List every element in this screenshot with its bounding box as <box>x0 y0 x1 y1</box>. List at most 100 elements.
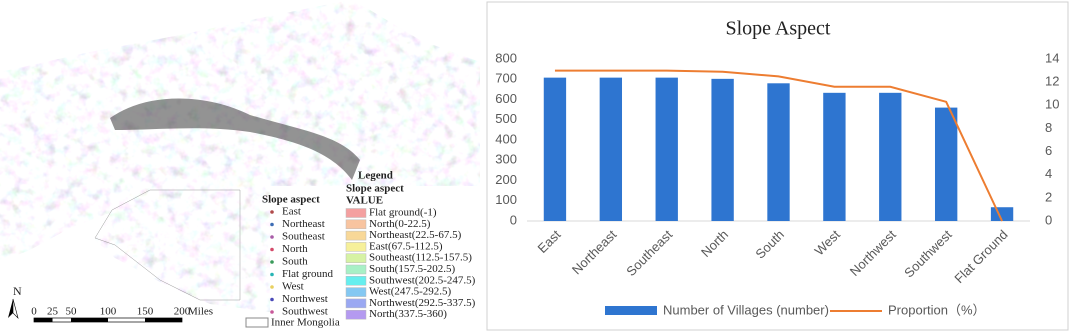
raster-swatch <box>345 309 367 320</box>
y2-tick-label: 14 <box>1045 50 1059 65</box>
raster-swatch <box>345 242 367 252</box>
bar <box>823 92 846 221</box>
x-tick-label: North <box>698 227 731 260</box>
raster-swatch <box>345 208 367 218</box>
y-tick-label: 300 <box>495 152 517 167</box>
x-tick-label: Southeast <box>623 227 675 279</box>
y2-tick-label: 10 <box>1045 97 1059 112</box>
point-label: Southeast <box>282 231 325 243</box>
y-tick-label: 700 <box>495 71 517 86</box>
point-symbol <box>270 210 274 214</box>
chart-frame <box>486 1 1069 331</box>
raster-label: Southeast(112.5-157.5) <box>369 252 472 264</box>
legend-title: Legend <box>358 170 393 182</box>
raster-label: Flat ground(-1) <box>369 207 437 219</box>
y-tick-label: 600 <box>495 91 517 106</box>
y-tick-label: 500 <box>495 111 517 126</box>
bar <box>599 77 623 221</box>
point-symbol <box>270 310 274 314</box>
y-tick-label: 0 <box>510 212 517 227</box>
legend-swatch <box>605 306 657 315</box>
scale-label: 0 <box>31 306 37 318</box>
point-label: South <box>282 256 308 268</box>
y-tick-label: 100 <box>495 192 517 207</box>
y2-tick-label: 2 <box>1045 189 1052 204</box>
point-label: West <box>282 281 304 293</box>
x-tick-label: West <box>812 227 844 259</box>
point-label: North <box>282 243 308 255</box>
scale-label: 25 <box>47 306 59 318</box>
point-symbol <box>270 260 274 264</box>
bar <box>655 77 678 221</box>
point-label: Northwest <box>282 293 328 305</box>
y2-tick-label: 12 <box>1045 74 1059 89</box>
bar <box>934 107 958 221</box>
y2-tick-label: 4 <box>1045 166 1052 181</box>
raster-swatch <box>345 253 367 263</box>
point-symbol <box>270 285 274 289</box>
boundary-label: Inner Mongolia <box>271 317 340 329</box>
raster-label: Northeast(22.5-67.5) <box>369 229 462 241</box>
boundary-line <box>94 189 241 301</box>
points-title: Slope aspect <box>262 194 320 206</box>
village-cluster <box>110 98 360 180</box>
raster-title: VALUE <box>346 195 383 207</box>
x-tick-label: Southwest <box>901 227 955 281</box>
scale-label: 100 <box>100 306 117 318</box>
x-tick-label: East <box>534 227 563 256</box>
raster-title: Slope aspect <box>346 183 404 195</box>
point-symbol <box>270 247 274 252</box>
point-label: Flat ground <box>282 268 334 280</box>
scale-unit: Miles <box>188 306 213 318</box>
raster-label: South(157.5-202.5) <box>369 263 456 275</box>
y2-tick-label: 0 <box>1045 212 1052 227</box>
point-label: East <box>282 206 301 218</box>
point-symbol <box>270 222 274 227</box>
y-tick-label: 400 <box>495 131 517 146</box>
scale-segment <box>34 318 53 322</box>
boundary-swatch <box>245 317 269 328</box>
raster-label: West(247.5-292.5) <box>369 286 452 298</box>
y2-tick-label: 6 <box>1045 143 1052 158</box>
raster-swatch <box>345 219 367 230</box>
raster-label: North(0-22.5) <box>369 218 431 230</box>
raster-label: East(67.5-112.5) <box>369 240 443 252</box>
legend-label: Proportion（%） <box>888 302 986 317</box>
raster-swatch <box>345 276 367 286</box>
point-symbol <box>270 297 274 302</box>
point-label: Southwest <box>282 306 328 318</box>
point-symbol <box>270 235 274 239</box>
scale-label: 200 <box>174 306 191 318</box>
north-label: N <box>13 284 22 298</box>
raster-label: Southwest(202.5-247.5) <box>369 274 476 286</box>
bar <box>879 92 902 221</box>
raster-swatch <box>345 230 367 241</box>
x-tick-label: Northwest <box>847 227 899 279</box>
north-arrow <box>12 298 19 319</box>
y-tick-label: 800 <box>495 50 517 65</box>
point-label: Northeast <box>282 218 325 230</box>
raster-swatch <box>345 298 367 309</box>
line <box>554 69 1003 222</box>
raster-label: North(337.5-360) <box>369 308 447 320</box>
raster-swatch <box>345 287 367 297</box>
scale-label: 150 <box>137 306 154 318</box>
raster-label: Northwest(292.5-337.5) <box>369 297 476 309</box>
y-tick-label: 200 <box>495 172 517 187</box>
north-arrow <box>8 299 13 318</box>
legend-label: Number of Villages (number) <box>663 302 829 317</box>
chart-title: Slope Aspect <box>726 18 831 40</box>
x-tick-label: Northeast <box>569 227 620 278</box>
y2-tick-label: 8 <box>1045 120 1052 135</box>
bar <box>767 83 790 221</box>
scale-segment <box>71 318 108 322</box>
scale-segment <box>145 318 182 322</box>
bar <box>711 78 734 221</box>
raster-swatch <box>345 264 367 275</box>
point-symbol <box>270 272 274 277</box>
bar <box>543 77 567 221</box>
x-tick-label: South <box>752 227 787 262</box>
x-tick-label: Flat Ground <box>951 227 1010 286</box>
scale-label: 50 <box>66 306 78 318</box>
